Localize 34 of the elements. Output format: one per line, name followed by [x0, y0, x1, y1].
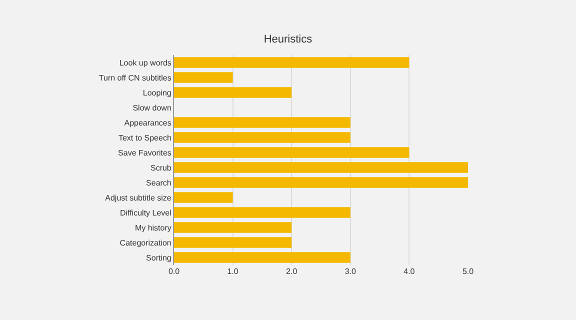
y-tick-label: Scrub: [150, 163, 172, 172]
y-tick-label: Adjust subtitle size: [105, 193, 172, 202]
chart-title: Heuristics: [264, 33, 313, 46]
x-tick-label: 4.0: [404, 267, 416, 276]
y-tick-label: Turn off CN subtitles: [98, 73, 172, 82]
y-tick-label: Looping: [142, 88, 172, 98]
y-tick-label: My history: [134, 223, 172, 232]
bar: [174, 162, 468, 173]
x-tick-label: 3.0: [344, 267, 357, 276]
x-tick-label: 1.0: [227, 267, 239, 276]
bar: [174, 147, 410, 158]
y-tick-label: Search: [146, 178, 172, 188]
y-tick-label: Save Favorites: [118, 148, 172, 158]
x-tick-label: 2.0: [286, 267, 298, 276]
y-tick-label: Text to Speech: [118, 133, 172, 142]
x-tick-label: 0.0: [168, 267, 180, 276]
bar: [174, 222, 292, 233]
bar: [174, 207, 350, 218]
bar: [174, 87, 292, 98]
bar: [174, 132, 350, 143]
bar: [174, 57, 410, 68]
y-tick-label: Categorization: [120, 238, 172, 248]
bar: [174, 177, 468, 188]
y-tick-label: Look up words: [119, 58, 172, 68]
y-tick-label: Slow down: [132, 103, 172, 112]
bar: [174, 237, 292, 248]
y-tick-label: Difficulty Level: [120, 208, 172, 218]
bar: [174, 192, 233, 203]
y-tick-label: Sorting: [146, 253, 172, 262]
bar: [174, 252, 350, 263]
bar: [174, 117, 350, 128]
bar: [174, 72, 233, 83]
x-tick-label: 5.0: [462, 267, 474, 276]
y-tick-label: Appearances: [124, 118, 172, 128]
